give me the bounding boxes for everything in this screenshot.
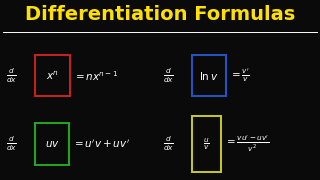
Text: $\frac{d}{dx}$: $\frac{d}{dx}$ (163, 66, 174, 85)
Text: $= u'v + uv'$: $= u'v + uv'$ (72, 138, 130, 150)
Text: $x^n$: $x^n$ (46, 69, 59, 82)
Text: Differentiation Formulas: Differentiation Formulas (25, 5, 295, 24)
Text: $\ln v$: $\ln v$ (199, 70, 219, 82)
Text: $uv$: $uv$ (44, 139, 60, 149)
Text: $\frac{d}{dx}$: $\frac{d}{dx}$ (163, 135, 174, 153)
Text: $= \frac{v'}{v}$: $= \frac{v'}{v}$ (229, 67, 250, 84)
Text: $\frac{d}{dx}$: $\frac{d}{dx}$ (6, 135, 17, 153)
Text: $= \frac{vu'-uv'}{v^2}$: $= \frac{vu'-uv'}{v^2}$ (224, 134, 269, 154)
Text: $\frac{d}{dx}$: $\frac{d}{dx}$ (6, 66, 17, 85)
Text: $\frac{u}{v}$: $\frac{u}{v}$ (203, 136, 210, 152)
Text: $= nx^{n-1}$: $= nx^{n-1}$ (73, 69, 118, 82)
